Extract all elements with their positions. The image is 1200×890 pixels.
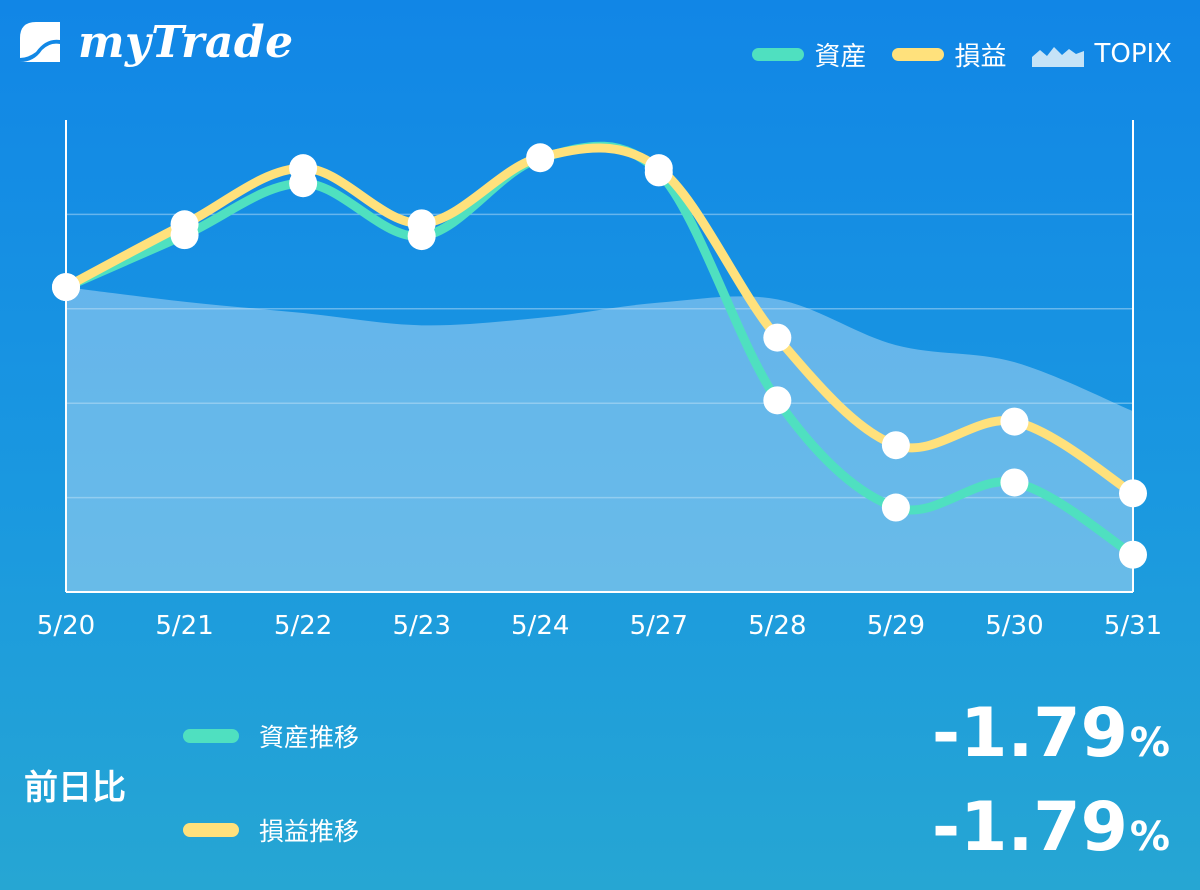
topix-area-layer: [66, 287, 1133, 592]
x-tick-label: 5/21: [155, 611, 213, 641]
line-chart: 5/20 5/21 5/22 5/23 5/24 5/27 5/28 5/29 5/30 5/31: [37, 120, 1162, 641]
app-title: myTrade: [78, 16, 294, 68]
legend-label-profit: 損益: [954, 41, 1007, 72]
data-point-layer: [52, 143, 1147, 569]
mytrade-logo-icon: [20, 22, 60, 62]
x-tick-label: 5/22: [274, 611, 332, 641]
x-tick-label: 5/29: [867, 611, 925, 641]
profit-point: [52, 273, 80, 302]
legend-label-topix: TOPIX: [1094, 39, 1172, 69]
mountain-area-icon: [1032, 47, 1085, 67]
x-tick-label: 5/30: [985, 611, 1043, 641]
summary-swatch-profit: [183, 823, 239, 837]
assets-change-number: -1.79: [931, 694, 1128, 773]
summary-label-profit: 損益推移: [259, 817, 360, 846]
assets-change-value: -1.79%: [932, 700, 1170, 768]
x-tick-label: 5/27: [630, 611, 688, 641]
x-tick-label: 5/31: [1104, 611, 1162, 641]
summary-label-assets: 資産推移: [259, 723, 360, 752]
legend-item-profit: 損益: [892, 36, 1006, 73]
legend-swatch-assets: [752, 47, 805, 61]
profit-point: [170, 210, 199, 239]
summary-swatch-assets: [183, 729, 239, 743]
profit-point: [1119, 479, 1147, 508]
profit-change-number: -1.79: [931, 788, 1128, 867]
profit-point: [1000, 407, 1029, 436]
profit-line: [61, 143, 1138, 498]
app-logo: myTrade: [16, 12, 294, 72]
legend-item-topix: TOPIX: [1032, 39, 1172, 69]
profit-point: [881, 431, 910, 460]
profit-point: [407, 209, 436, 238]
summary-title: 前日比: [24, 768, 126, 808]
legend-label-assets: 資産: [814, 41, 867, 72]
x-tick-label: 5/28: [748, 611, 806, 641]
summary-row-profit: 損益推移: [183, 812, 359, 848]
assets-change-unit: %: [1129, 720, 1170, 766]
profit-change-unit: %: [1129, 814, 1170, 860]
profit-change-value: -1.79%: [932, 794, 1170, 862]
profit-point: [526, 143, 555, 172]
profit-point: [289, 154, 318, 183]
summary-row-assets: 資産推移: [183, 718, 359, 754]
assets-point: [1000, 468, 1029, 497]
assets-point: [1119, 540, 1147, 569]
profit-point: [644, 154, 673, 183]
x-tick-label: 5/20: [37, 611, 95, 641]
chart-legend: 資産 損益 TOPIX: [752, 34, 1172, 74]
series-line-layer: [61, 141, 1138, 560]
x-tick-label: 5/23: [392, 611, 450, 641]
topix-area: [66, 287, 1133, 592]
profit-point: [763, 323, 792, 352]
legend-item-assets: 資産: [752, 36, 866, 73]
assets-point: [763, 386, 792, 415]
assets-point: [881, 493, 910, 522]
x-tick-layer: 5/20 5/21 5/22 5/23 5/24 5/27 5/28 5/29 5/30 5/31: [37, 611, 1162, 641]
legend-swatch-profit: [892, 47, 945, 61]
x-tick-label: 5/24: [511, 611, 569, 641]
